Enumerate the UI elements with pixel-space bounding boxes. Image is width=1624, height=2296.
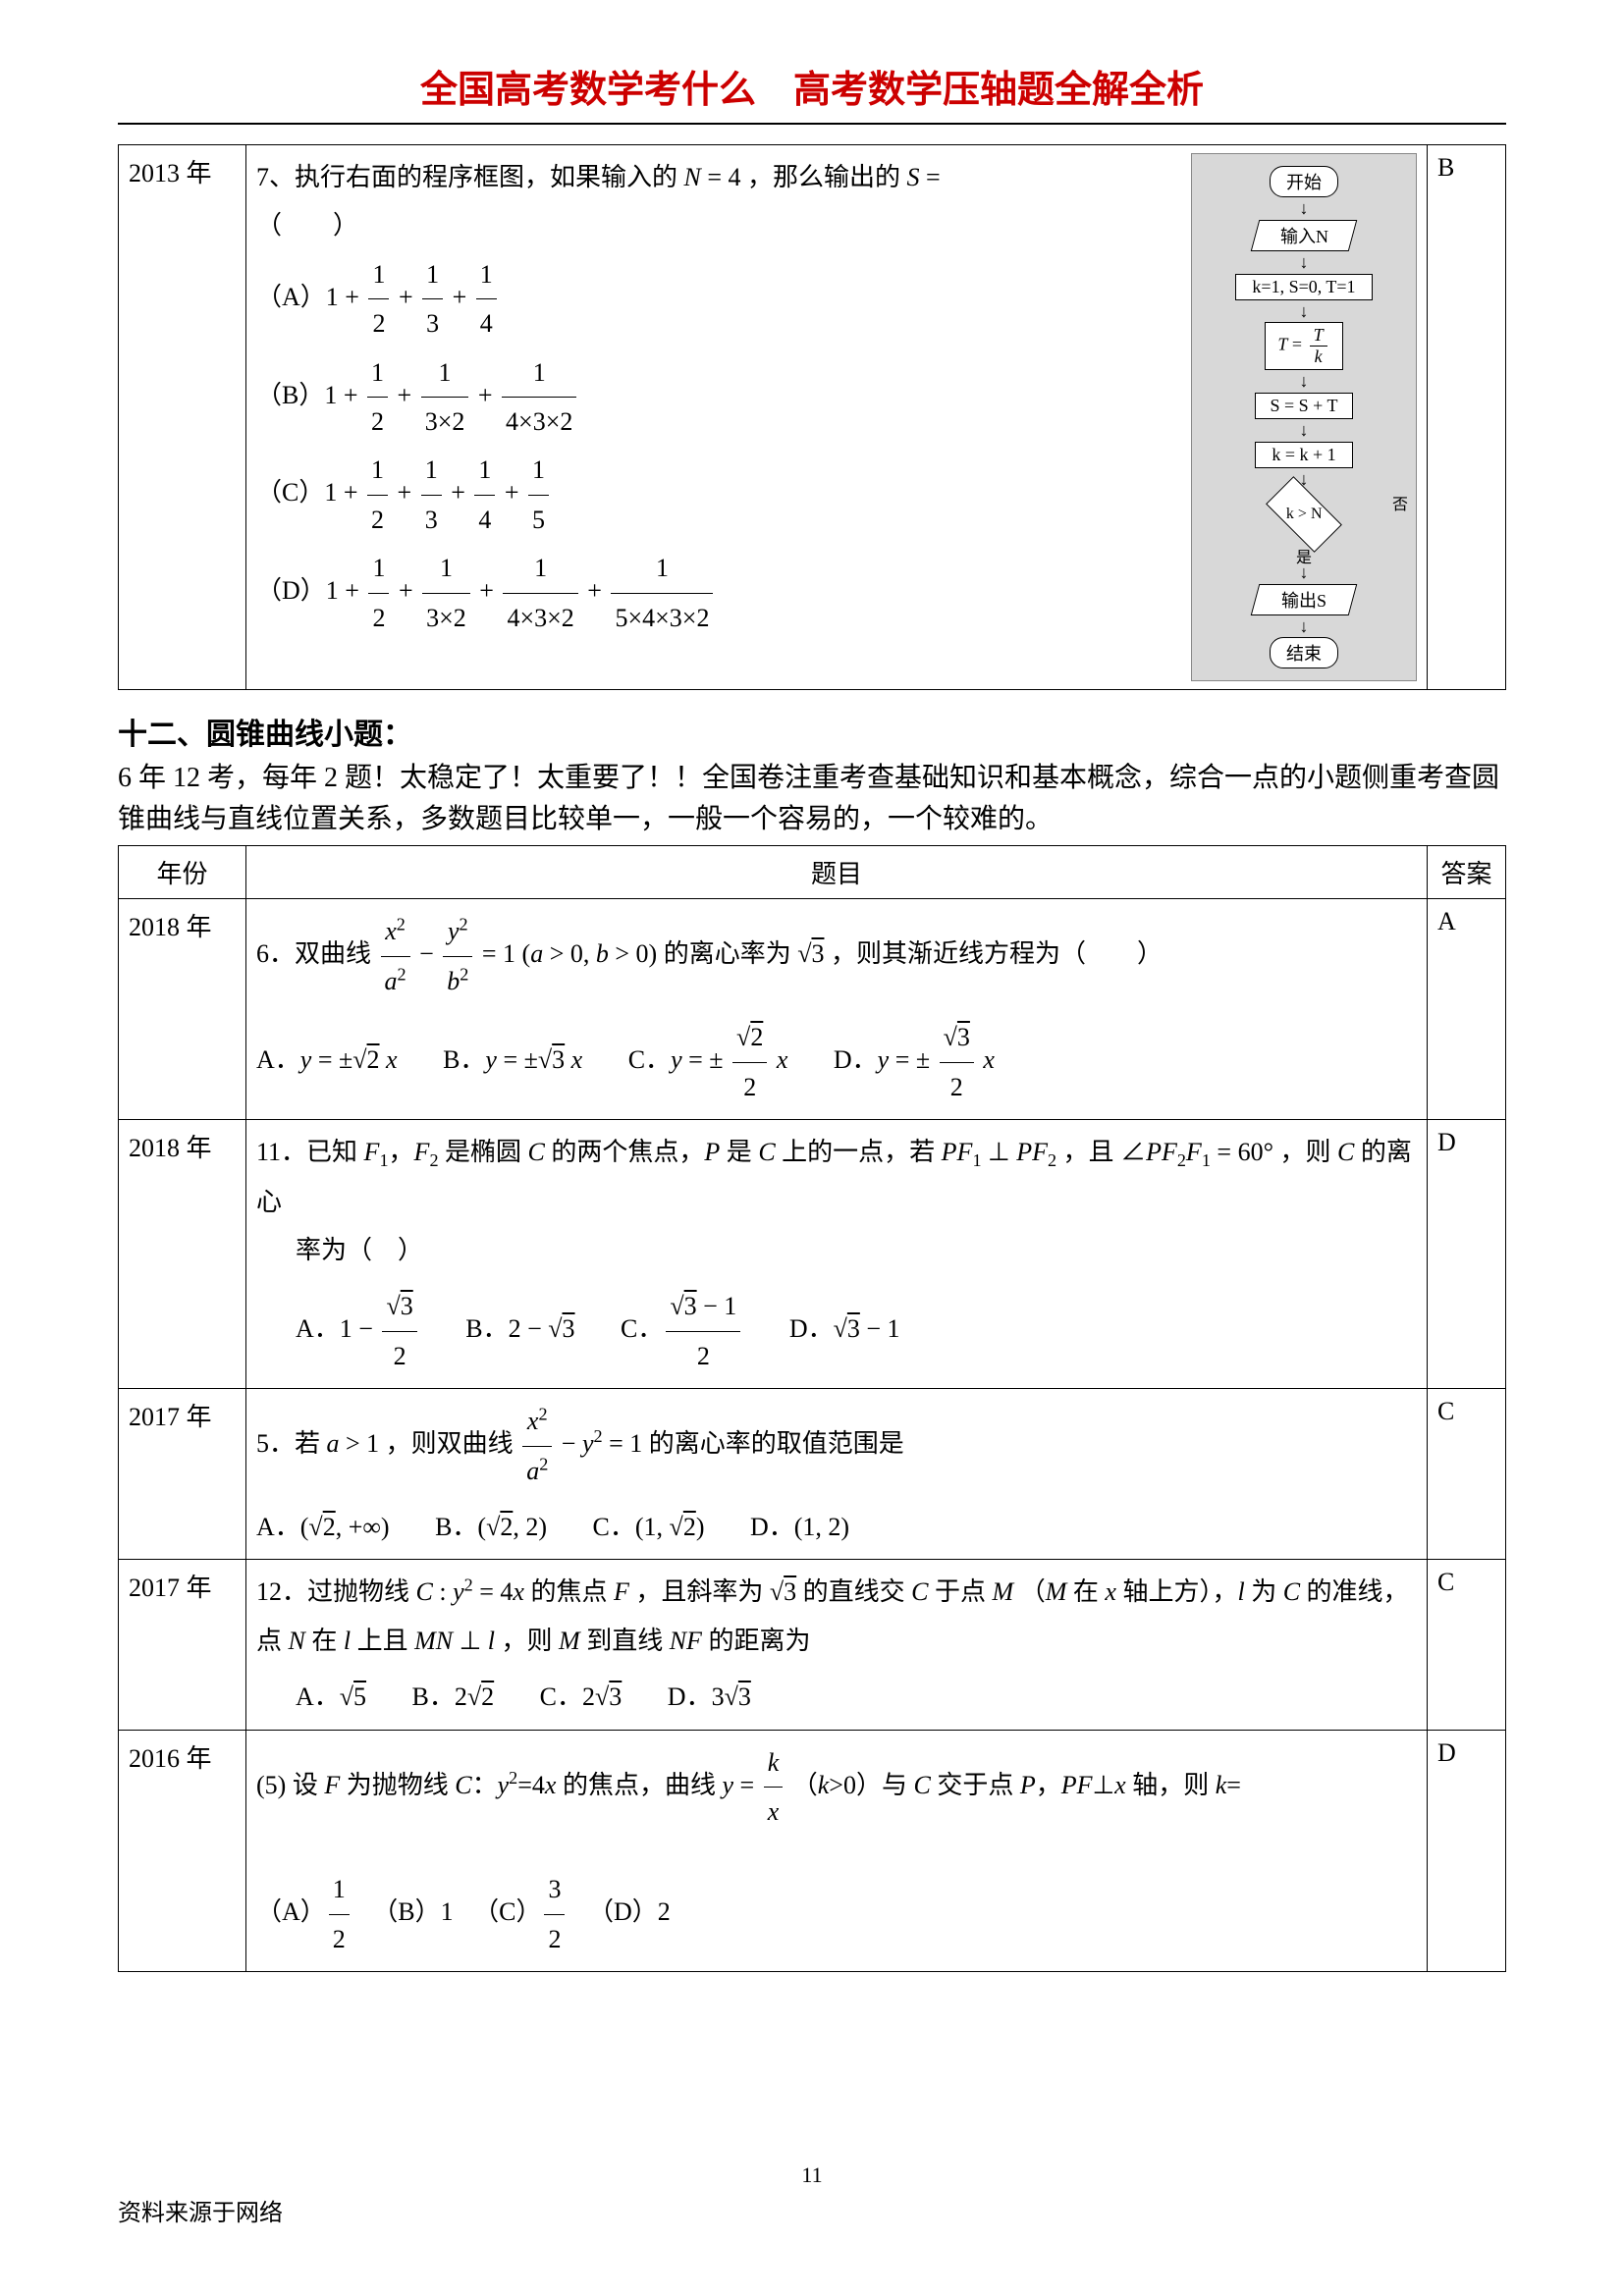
page-title: 全国高考数学考什么 高考数学压轴题全解全析	[118, 59, 1506, 125]
opts: （A）12 （B）1 （C）32 （D）2	[256, 1865, 1417, 1963]
opts: A．(√2, +∞) B．(√2, 2) C．(1, √2) D．(1, 2)	[256, 1503, 1417, 1551]
opt-c: C．√3 − 12	[621, 1282, 743, 1380]
opt-d: （D）2	[588, 1888, 671, 1936]
cell-question: 开始 ↓ 输入N ↓ k=1, S=0, T=1 ↓ T = Tk ↓ S = …	[246, 145, 1428, 690]
flowchart-diagram: 开始 ↓ 输入N ↓ k=1, S=0, T=1 ↓ T = Tk ↓ S = …	[1191, 153, 1417, 681]
cell-year: 2018 年	[119, 1119, 246, 1388]
cell-answer: D	[1428, 1730, 1506, 1972]
page-number: 11	[0, 2163, 1624, 2188]
th-question: 题目	[246, 846, 1428, 899]
footer-source: 资料来源于网络	[118, 2193, 283, 2227]
table-header-row: 年份 题目 答案	[119, 846, 1506, 899]
cell-question: 6．双曲线 x2a2 − y2b2 = 1 (a > 0, b > 0) 的离心…	[246, 899, 1428, 1120]
opt-a: A．√5	[296, 1673, 366, 1721]
table-row: 2016 年 (5) 设 F 为抛物线 C：y2=4x 的焦点，曲线 y = k…	[119, 1730, 1506, 1972]
table-row: 2018 年 11．已知 F1，F2 是椭圆 C 的两个焦点，P 是 C 上的一…	[119, 1119, 1506, 1388]
table-conic-questions: 年份 题目 答案 2018 年 6．双曲线 x2a2 − y2b2 = 1 (a…	[118, 845, 1506, 1972]
cell-question: 11．已知 F1，F2 是椭圆 C 的两个焦点，P 是 C 上的一点，若 PF1…	[246, 1119, 1428, 1388]
th-year: 年份	[119, 846, 246, 899]
opt-c: C．(1, √2)	[593, 1503, 705, 1551]
opt-b: B．2√2	[412, 1673, 495, 1721]
q-stem: 12．过抛物线 C : y2 = 4x 的焦点 F ，且斜率为 √3 的直线交 …	[256, 1568, 1417, 1665]
cell-question: 5．若 a > 1 ，则双曲线 x2a2 − y2 = 1 的离心率的取值范围是…	[246, 1389, 1428, 1560]
q-stem: 5．若 a > 1 ，则双曲线 x2a2 − y2 = 1 的离心率的取值范围是	[256, 1397, 1417, 1495]
flow-input: 输入N	[1251, 220, 1358, 251]
opt-a: A．1 − √32	[296, 1282, 420, 1380]
opts: A．y = ±√2 x B．y = ±√3 x C．y = ± √22 x D．…	[256, 1013, 1417, 1111]
q-stem: 11．已知 F1，F2 是椭圆 C 的两个焦点，P 是 C 上的一点，若 PF1…	[256, 1128, 1417, 1226]
cell-answer: A	[1428, 899, 1506, 1120]
table-row: 2013 年 开始 ↓ 输入N ↓ k=1, S=0, T=1 ↓ T = Tk…	[119, 145, 1506, 690]
opt-c: C．2√3	[540, 1673, 623, 1721]
page: 全国高考数学考什么 高考数学压轴题全解全析 2013 年 开始 ↓ 输入N ↓ …	[0, 0, 1624, 2296]
opt-c: C．y = ± √22 x	[628, 1013, 788, 1111]
table-row: 2017 年 12．过抛物线 C : y2 = 4x 的焦点 F ，且斜率为 √…	[119, 1560, 1506, 1730]
opt-c: （C）32	[473, 1865, 568, 1963]
cell-question: 12．过抛物线 C : y2 = 4x 的焦点 F ，且斜率为 √3 的直线交 …	[246, 1560, 1428, 1730]
opt-b: （B）1	[372, 1888, 453, 1936]
cell-question: (5) 设 F 为抛物线 C：y2=4x 的焦点，曲线 y = kx （k>0）…	[246, 1730, 1428, 1972]
section-12-title: 十二、圆锥曲线小题：	[118, 710, 1506, 753]
flow-step3: k = k + 1	[1255, 442, 1353, 468]
flow-no-label: 否	[1392, 491, 1408, 514]
table-row: 2017 年 5．若 a > 1 ，则双曲线 x2a2 − y2 = 1 的离心…	[119, 1389, 1506, 1560]
q-stem: 6．双曲线 x2a2 − y2b2 = 1 (a > 0, b > 0) 的离心…	[256, 907, 1417, 1005]
flow-init: k=1, S=0, T=1	[1235, 274, 1373, 300]
q-stem: (5) 设 F 为抛物线 C：y2=4x 的焦点，曲线 y = kx （k>0）…	[256, 1738, 1417, 1837]
cell-year: 2018 年	[119, 899, 246, 1120]
section-12-desc: 6 年 12 考，每年 2 题！太稳定了！太重要了！！全国卷注重考查基础知识和基…	[118, 758, 1506, 840]
opt-b: B．2 − √3	[465, 1305, 574, 1353]
cell-year: 2017 年	[119, 1389, 246, 1560]
opt-a: （A）12	[256, 1865, 352, 1963]
table-flowchart-question: 2013 年 开始 ↓ 输入N ↓ k=1, S=0, T=1 ↓ T = Tk…	[118, 144, 1506, 690]
flow-cond: k > N	[1266, 476, 1342, 553]
cell-year: 2016 年	[119, 1730, 246, 1972]
opt-b: B．y = ±√3 x	[443, 1036, 582, 1084]
cell-year: 2017 年	[119, 1560, 246, 1730]
opt-a: A．(√2, +∞)	[256, 1503, 390, 1551]
cell-answer: D	[1428, 1119, 1506, 1388]
opt-d: D．3√3	[668, 1673, 751, 1721]
cell-answer: C	[1428, 1560, 1506, 1730]
opts: A．1 − √32 B．2 − √3 C．√3 − 12 D．√3 − 1	[296, 1282, 1417, 1380]
flow-step2: S = S + T	[1255, 393, 1353, 419]
th-answer: 答案	[1428, 846, 1506, 899]
opt-d: D．y = ± √32 x	[834, 1013, 995, 1111]
cell-answer: C	[1428, 1389, 1506, 1560]
opt-d: D．√3 − 1	[789, 1305, 900, 1353]
flow-end: 结束	[1270, 637, 1338, 668]
q-stem2: 率为（ ）	[296, 1226, 1417, 1274]
flow-start: 开始	[1270, 166, 1338, 197]
table-row: 2018 年 6．双曲线 x2a2 − y2b2 = 1 (a > 0, b >…	[119, 899, 1506, 1120]
opts: A．√5 B．2√2 C．2√3 D．3√3	[296, 1673, 1417, 1721]
cell-answer: B	[1428, 145, 1506, 690]
opt-d: D．(1, 2)	[750, 1503, 849, 1551]
opt-b: B．(√2, 2)	[435, 1503, 547, 1551]
opt-a: A．y = ±√2 x	[256, 1036, 398, 1084]
cell-year: 2013 年	[119, 145, 246, 690]
flow-output: 输出S	[1251, 584, 1358, 615]
flow-step1: T = Tk	[1265, 322, 1343, 370]
